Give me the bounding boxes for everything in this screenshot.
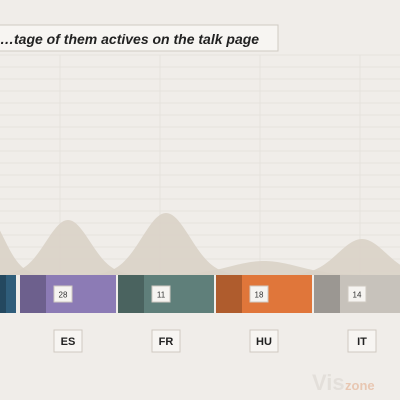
- distribution-curve: [128, 261, 400, 275]
- category-label-box: [347, 329, 377, 353]
- category-bar-shade: [20, 275, 46, 313]
- distribution-curve: [70, 213, 262, 275]
- value-label: 28: [59, 291, 68, 300]
- value-badge: [249, 285, 269, 303]
- category-label: ES: [61, 336, 76, 348]
- value-badge: [347, 285, 367, 303]
- value-label: 18: [255, 291, 264, 300]
- chart-title-box: …tage of them actives on the talk page: [0, 24, 279, 52]
- category-bar-shade: [314, 275, 340, 313]
- value-label: 14: [353, 291, 362, 300]
- distribution-curve: [0, 220, 156, 275]
- chart-title: …tage of them actives on the talk page: [0, 31, 259, 47]
- category-label: HU: [256, 336, 272, 348]
- category-bar-shade: [216, 275, 242, 313]
- category-bar: [0, 275, 16, 313]
- distribution-curve: [0, 230, 58, 275]
- category-label: IT: [357, 336, 367, 348]
- category-label-box: [249, 329, 279, 353]
- value-badge: [151, 285, 171, 303]
- category-labels: ES FR HU IT: [53, 329, 377, 353]
- value-label: 11: [157, 291, 166, 300]
- watermark-accent: zone: [345, 378, 375, 393]
- category-label-box: [151, 329, 181, 353]
- category-label: FR: [159, 336, 174, 348]
- distribution-curves: [0, 213, 400, 275]
- category-label-box: [53, 329, 83, 353]
- distribution-curve: [266, 239, 400, 275]
- category-bar-shade: [118, 275, 144, 313]
- watermark-logo: Vis zone: [312, 370, 375, 395]
- category-bar-shade: [0, 275, 6, 313]
- category-bars: 28 11 18 14: [0, 275, 400, 313]
- value-badge: [53, 285, 73, 303]
- watermark-main: Vis: [312, 370, 345, 395]
